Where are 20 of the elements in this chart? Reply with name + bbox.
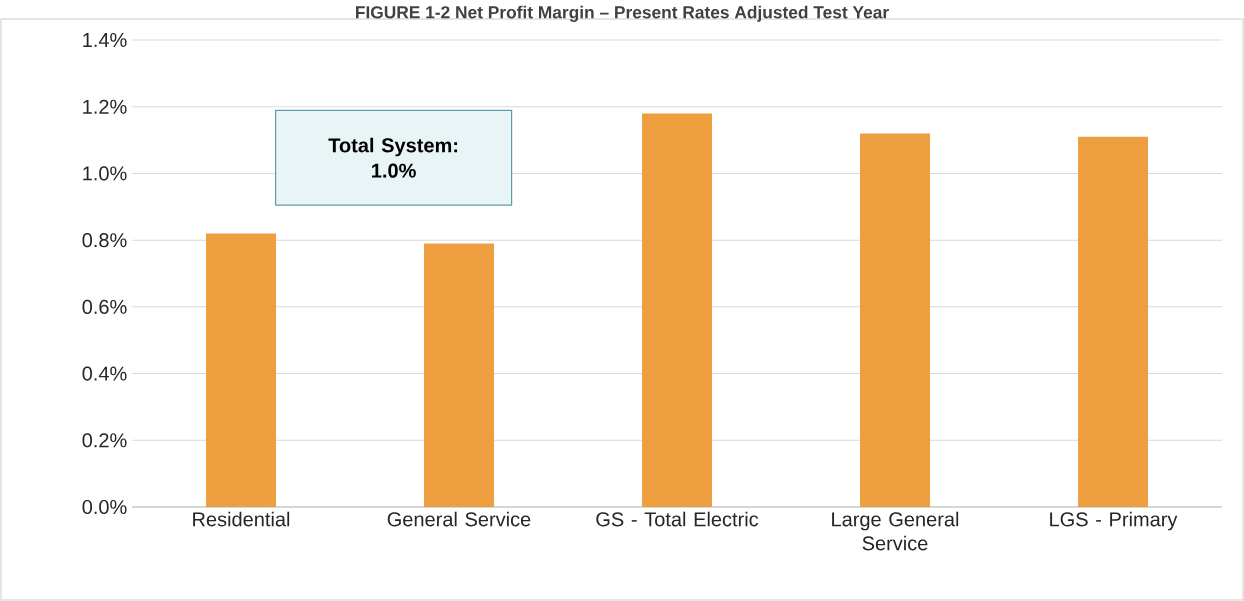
bar bbox=[642, 113, 713, 507]
x-tick-label: General Service bbox=[387, 511, 531, 527]
bar bbox=[206, 233, 277, 507]
y-tick-label: 0.8% bbox=[82, 233, 127, 248]
x-tick-label: LGS - Primary bbox=[1050, 511, 1178, 531]
y-tick-label: 1.4% bbox=[83, 33, 127, 47]
x-tick-label: Residential bbox=[193, 511, 290, 527]
y-tick-label: 0.2% bbox=[82, 433, 127, 448]
y-tick-label: 1.0% bbox=[83, 166, 127, 181]
y-tick-label: 0.0% bbox=[82, 499, 127, 515]
x-tick-label: Large General Service bbox=[832, 511, 959, 551]
y-tick-label: 0.6% bbox=[82, 299, 127, 314]
bar bbox=[424, 243, 495, 507]
chart-title: FIGURE 1-2 Net Profit Margin – Present Rates Adjusted Test Year bbox=[356, 5, 889, 22]
x-tick-label: GS - Total Electric bbox=[596, 511, 759, 527]
y-tick-label: 0.4% bbox=[82, 366, 127, 381]
annotation: Total System: 1.0% bbox=[328, 137, 458, 178]
bar bbox=[1078, 136, 1149, 507]
y-tick-label: 1.2% bbox=[83, 99, 127, 114]
bar bbox=[860, 133, 931, 507]
